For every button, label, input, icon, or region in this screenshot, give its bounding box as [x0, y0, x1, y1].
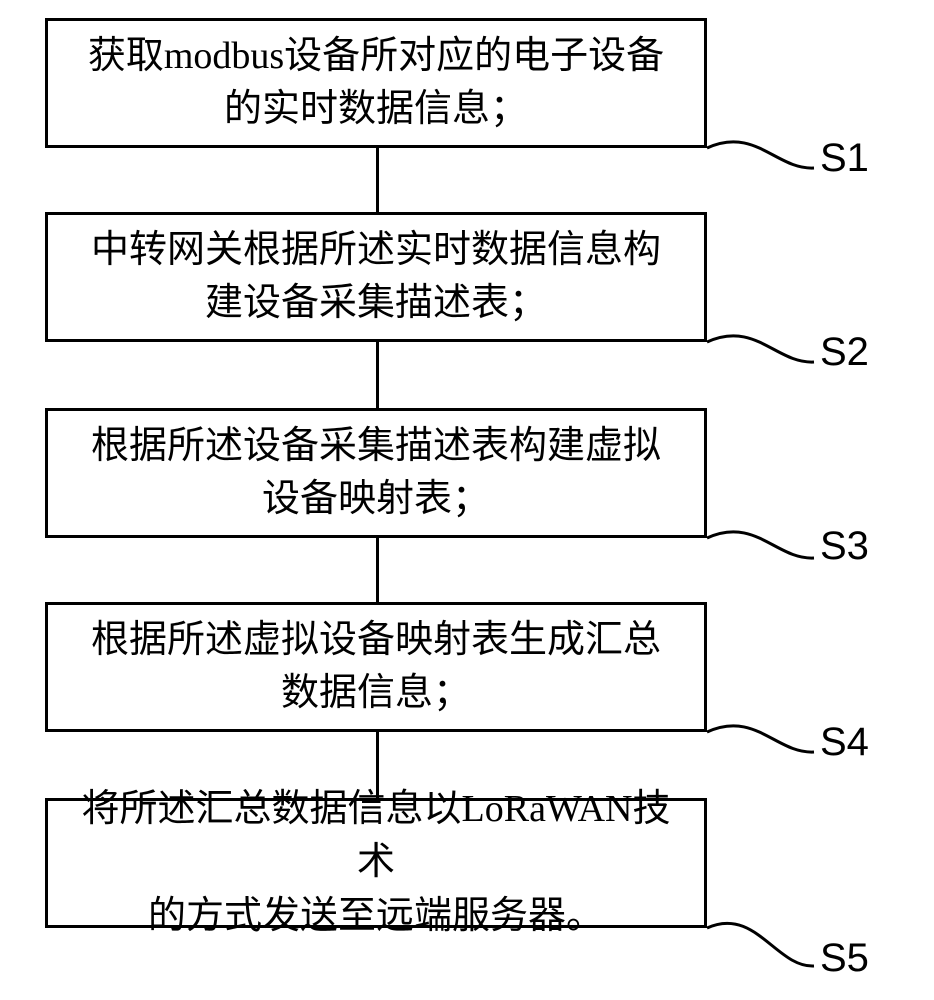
callout-curve-s2: [697, 312, 824, 392]
step-label-s4: S4: [820, 720, 869, 765]
flow-node-s1: 获取modbus设备所对应的电子设备 的实时数据信息；: [45, 18, 707, 148]
flow-connector-2: [376, 538, 379, 602]
flow-node-s2: 中转网关根据所述实时数据信息构 建设备采集描述表；: [45, 212, 707, 342]
step-label-s3: S3: [820, 524, 869, 569]
flow-node-s3: 根据所述设备采集描述表构建虚拟 设备映射表；: [45, 408, 707, 538]
step-label-s1: S1: [820, 136, 869, 181]
flow-node-s5: 将所述汇总数据信息以LoRaWAN技术 的方式发送至远端服务器。: [45, 798, 707, 928]
callout-curve-s5: [697, 898, 824, 996]
flow-node-text-s1: 获取modbus设备所对应的电子设备 的实时数据信息；: [88, 30, 664, 136]
flow-node-text-s4: 根据所述虚拟设备映射表生成汇总 数据信息；: [91, 614, 661, 720]
flow-node-text-s2: 中转网关根据所述实时数据信息构 建设备采集描述表；: [91, 224, 661, 330]
flow-node-text-s3: 根据所述设备采集描述表构建虚拟 设备映射表；: [91, 420, 661, 526]
callout-curve-s4: [697, 702, 824, 782]
flow-connector-0: [376, 148, 379, 212]
step-label-s5: S5: [820, 936, 869, 981]
flowchart-container: 获取modbus设备所对应的电子设备 的实时数据信息； S1 中转网关根据所述实时数…: [0, 0, 934, 1000]
step-label-s2: S2: [820, 330, 869, 375]
callout-curve-s1: [697, 118, 824, 198]
flow-connector-1: [376, 342, 379, 408]
flow-node-s4: 根据所述虚拟设备映射表生成汇总 数据信息；: [45, 602, 707, 732]
callout-curve-s3: [697, 508, 824, 588]
flow-node-text-s5: 将所述汇总数据信息以LoRaWAN技术 的方式发送至远端服务器。: [68, 783, 684, 943]
flow-connector-3: [376, 732, 379, 798]
